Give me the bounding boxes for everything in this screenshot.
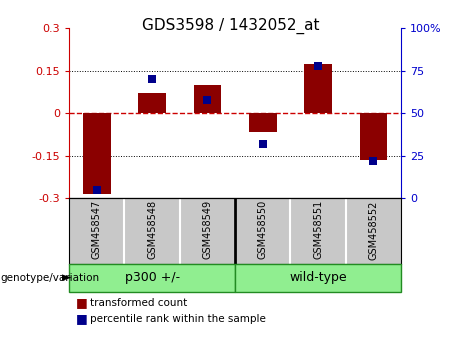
Text: GDS3598 / 1432052_at: GDS3598 / 1432052_at: [142, 18, 319, 34]
Bar: [249, 113, 277, 132]
Bar: [235, 264, 401, 292]
Point: [93, 187, 100, 193]
Bar: [194, 85, 221, 113]
Text: GSM458549: GSM458549: [202, 200, 213, 259]
Text: GSM458547: GSM458547: [92, 200, 102, 259]
Point: [314, 63, 322, 69]
Point: [148, 76, 156, 82]
Text: GSM458552: GSM458552: [368, 200, 378, 259]
Text: GSM458548: GSM458548: [147, 200, 157, 259]
Bar: [138, 93, 166, 113]
Text: GSM458550: GSM458550: [258, 200, 268, 259]
Point: [259, 141, 266, 147]
Text: ■: ■: [76, 296, 88, 309]
Bar: [304, 64, 332, 113]
Text: transformed count: transformed count: [90, 298, 187, 308]
Bar: [360, 113, 387, 160]
Text: GSM458551: GSM458551: [313, 200, 323, 259]
Point: [370, 158, 377, 164]
Text: ■: ■: [76, 312, 88, 325]
Text: ►: ►: [62, 272, 72, 284]
Point: [204, 97, 211, 103]
Bar: [83, 113, 111, 194]
Text: wild-type: wild-type: [290, 272, 347, 284]
Bar: [69, 264, 235, 292]
Text: percentile rank within the sample: percentile rank within the sample: [90, 314, 266, 324]
Text: p300 +/-: p300 +/-: [124, 272, 180, 284]
Text: genotype/variation: genotype/variation: [0, 273, 99, 283]
